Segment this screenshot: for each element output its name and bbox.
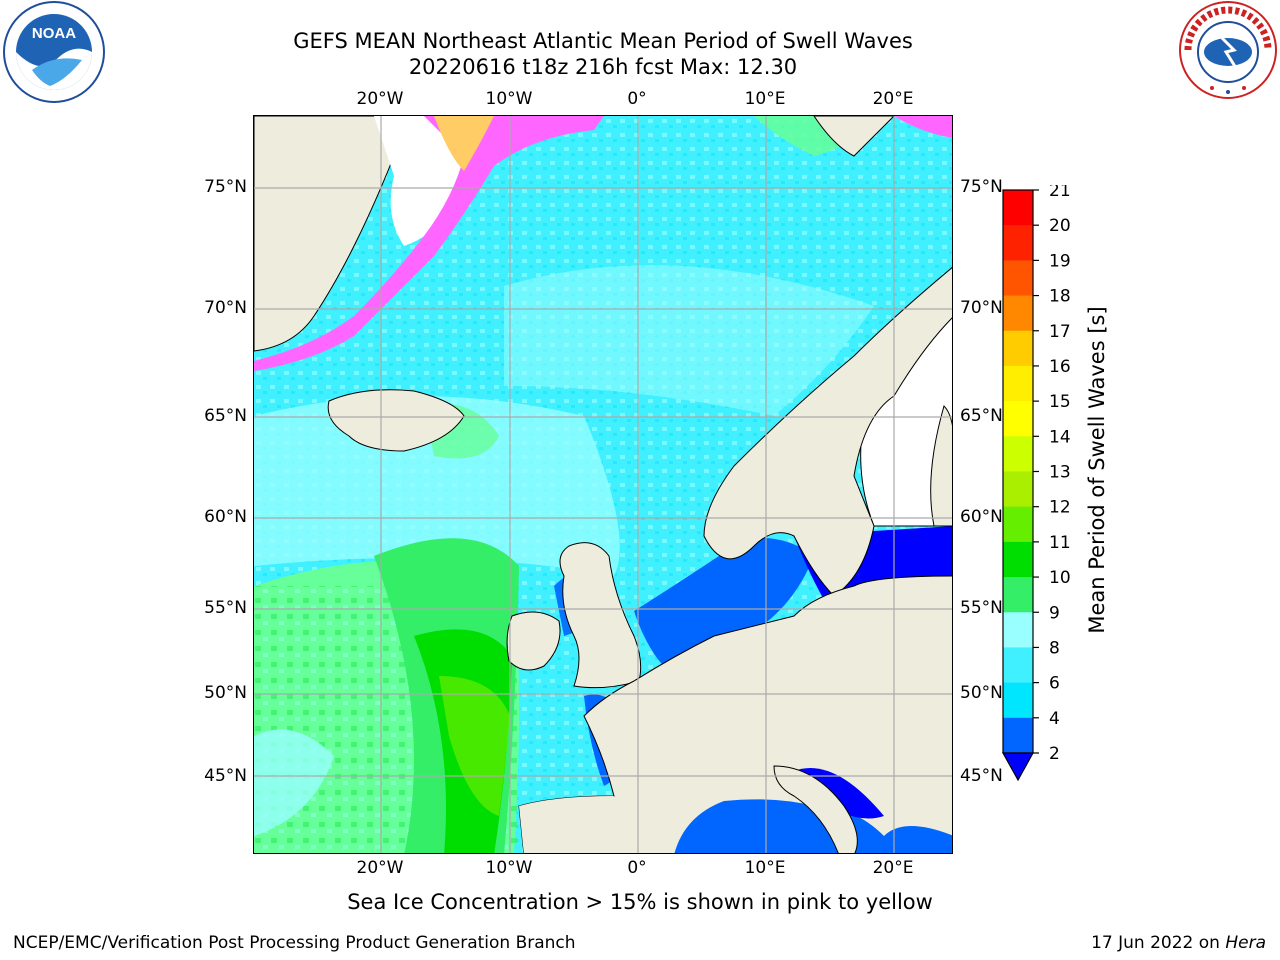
colorbar-segment [1003,682,1033,719]
lon-tick-top-20w: 20°W [356,89,404,109]
lat-tick-right-50n: 50°N [960,683,1003,703]
credit-date-value: 17 Jun 2022 [1091,933,1194,953]
colorbar-tick-label: 10 [1049,568,1071,588]
lat-tick-right-65n: 65°N [960,406,1003,426]
colorbar-extend-arrow [1001,752,1035,782]
colorbar-tick-label: 15 [1049,392,1071,412]
lon-tick-bottom-20e: 20°E [872,858,914,878]
lat-tick-left-50n: 50°N [204,683,247,703]
colorbar: 2 4 6 8 9 10 11 12 13 14 15 16 17 18 19 20 21 [1001,185,1071,782]
lat-tick-left-70n: 70°N [204,298,247,318]
lat-tick-right-45n: 45°N [960,766,1003,786]
noaa-logo-icon: NOAA [3,1,105,103]
colorbar-tick-label: 12 [1049,498,1071,518]
colorbar-tick-label: 18 [1049,287,1071,307]
map-title: GEFS MEAN Northeast Atlantic Mean Period… [293,29,913,53]
colorbar-segment [1003,471,1033,508]
swell-period-map [253,115,953,854]
colorbar-tick-label: 11 [1049,533,1071,553]
lat-tick-right-55n: 55°N [960,598,1003,618]
lat-tick-right-60n: 60°N [960,507,1003,527]
lon-tick-top-10e: 10°E [744,89,786,109]
lat-tick-left-60n: 60°N [204,507,247,527]
lon-tick-top-20e: 20°E [872,89,914,109]
sea-ice-note: Sea Ice Concentration > 15% is shown in … [347,890,933,914]
svg-text:NOAA: NOAA [32,25,76,42]
colorbar-segment [1003,647,1033,684]
colorbar-segment [1003,612,1033,648]
map-subtitle: 20220616 t18z 216h fcst Max: 12.30 [408,55,798,79]
lon-tick-bottom-10e: 10°E [744,858,786,878]
colorbar-segment [1003,506,1033,543]
colorbar-tick-label: 19 [1049,251,1071,271]
colorbar-tick-label: 9 [1049,603,1060,623]
colorbar-tick-label: 21 [1049,185,1071,201]
colorbar-segment [1003,330,1033,367]
lat-tick-left-45n: 45°N [204,766,247,786]
colorbar-segment [1003,295,1033,332]
credit-branch: NCEP/EMC/Verification Post Processing Pr… [13,933,576,953]
colorbar-segment [1003,190,1033,226]
map-canvas [254,116,952,853]
colorbar-segment [1003,541,1033,578]
credit-on: on [1198,933,1220,953]
lon-tick-bottom-20w: 20°W [356,858,404,878]
colorbar-tick-label: 6 [1049,674,1060,694]
lat-tick-right-70n: 70°N [960,298,1003,318]
nws-logo-icon [1179,1,1277,99]
colorbar-segment [1003,260,1033,297]
colorbar-tick-label: 16 [1049,357,1071,377]
colorbar-segment [1003,717,1033,754]
colorbar-segment [1003,401,1033,437]
colorbar-segment [1003,436,1033,472]
colorbar-tick-label: 8 [1049,638,1060,658]
lon-tick-top-0: 0° [627,89,647,109]
colorbar-segment [1003,365,1033,402]
lat-tick-right-75n: 75°N [960,177,1003,197]
colorbar-tick-label: 17 [1049,322,1071,342]
lon-tick-bottom-10w: 10°W [485,858,533,878]
lat-tick-left-55n: 55°N [204,598,247,618]
colorbar-segment [1003,577,1033,613]
colorbar-tick-label: 4 [1049,709,1060,729]
colorbar-tick-label: 2 [1049,744,1060,764]
colorbar-tick-label: 13 [1049,463,1071,483]
lon-tick-bottom-0: 0° [627,858,647,878]
lat-tick-left-75n: 75°N [204,177,247,197]
colorbar-tick-label: 20 [1049,216,1071,236]
credit-machine: Hera [1225,933,1266,953]
credit-date: 17 Jun 2022 on Hera [1091,933,1266,953]
colorbar-label: Mean Period of Swell Waves [s] [1085,306,1109,634]
lat-tick-left-65n: 65°N [204,406,247,426]
lon-tick-top-10w: 10°W [485,89,533,109]
colorbar-segment [1003,225,1033,261]
colorbar-tick-label: 14 [1049,427,1071,447]
